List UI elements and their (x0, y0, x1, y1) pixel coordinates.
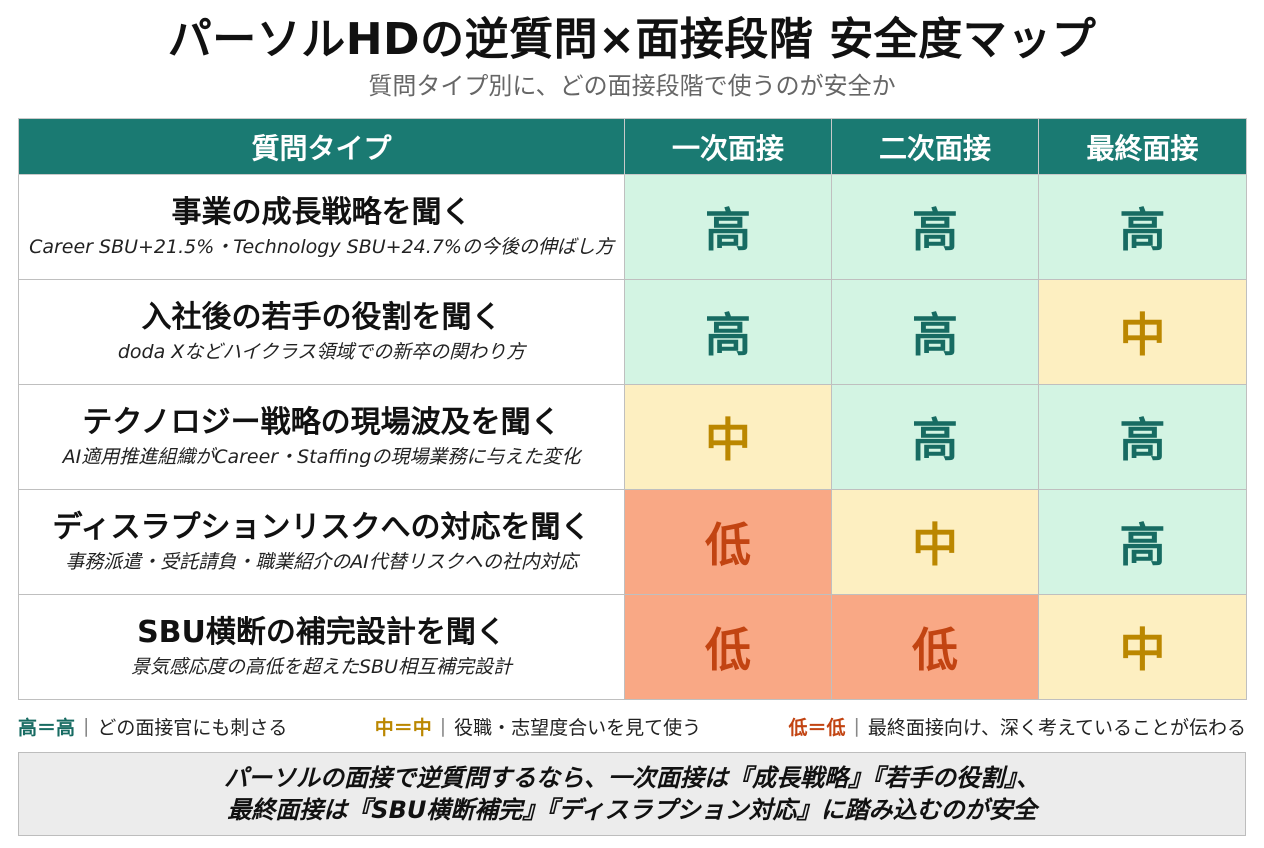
question-cell: SBU横断の補完設計を聞く 景気感応度の高低を超えたSBU相互補完設計 (18, 594, 625, 700)
question-title: ディスラプションリスクへの対応を聞く (52, 510, 591, 545)
table-row: テクノロジー戦略の現場波及を聞く AI適用推進組織がCareer・Staffin… (18, 384, 1247, 490)
header-question-type: 質問タイプ (18, 118, 625, 175)
question-detail: 景気感応度の高低を超えたSBU相互補完設計 (130, 656, 512, 678)
rating-second-interview: 高 (831, 384, 1039, 490)
rating-second-interview: 中 (831, 489, 1039, 595)
table-row: 入社後の若手の役割を聞く doda Xなどハイクラス領域での新卒の関わり方 高 … (18, 279, 1247, 385)
question-cell: 入社後の若手の役割を聞く doda Xなどハイクラス領域での新卒の関わり方 (18, 279, 625, 385)
table-row: 事業の成長戦略を聞く Career SBU+21.5%・Technology S… (18, 174, 1247, 280)
rating-second-interview: 低 (831, 594, 1039, 700)
rating-first-interview: 中 (624, 384, 832, 490)
safety-map-table: 質問タイプ 一次面接 二次面接 最終面接 事業の成長戦略を聞く Career S… (18, 118, 1247, 700)
question-title: SBU横断の補完設計を聞く (137, 615, 506, 650)
legend-key-mid: 中＝中 (374, 716, 432, 739)
question-title: 事業の成長戦略を聞く (171, 195, 472, 230)
summary-box: パーソルの面接で逆質問するなら、一次面接は『成長戦略』『若手の役割』、 最終面接… (18, 752, 1246, 836)
legend-item-low: 低＝低 | 最終面接向け、深く考えていることが伝わる (788, 713, 1246, 740)
legend-separator: | (439, 715, 447, 737)
legend: 高＝高 | どの面接官にも刺さる 中＝中 | 役職・志望度合いを見て使う 低＝低… (18, 708, 1246, 744)
question-title: テクノロジー戦略の現場波及を聞く (82, 405, 561, 440)
rating-final-interview: 高 (1038, 489, 1247, 595)
table-header-row: 質問タイプ 一次面接 二次面接 最終面接 (18, 118, 1247, 175)
question-detail: AI適用推進組織がCareer・Staffingの現場業務に与えた変化 (62, 446, 581, 468)
legend-separator: | (83, 715, 90, 737)
table-row: SBU横断の補完設計を聞く 景気感応度の高低を超えたSBU相互補完設計 低 低 … (18, 594, 1247, 700)
legend-desc-high: どの面接官にも刺さる (97, 716, 288, 739)
rating-first-interview: 低 (624, 489, 832, 595)
page-subtitle: 質問タイプ別に、どの面接段階で使うのが安全か (368, 72, 896, 100)
legend-desc-mid: 役職・志望度合いを見て使う (454, 716, 702, 739)
summary-line-1: パーソルの面接で逆質問するなら、一次面接は『成長戦略』『若手の役割』、 (224, 764, 1040, 792)
legend-key-low: 低＝低 (788, 716, 846, 739)
rating-final-interview: 中 (1038, 279, 1247, 385)
question-cell: ディスラプションリスクへの対応を聞く 事務派遣・受託請負・職業紹介のAI代替リス… (18, 489, 625, 595)
legend-separator: | (853, 715, 860, 737)
rating-second-interview: 高 (831, 279, 1039, 385)
rating-second-interview: 高 (831, 174, 1039, 280)
question-title: 入社後の若手の役割を聞く (141, 300, 502, 335)
rating-first-interview: 低 (624, 594, 832, 700)
header-second-interview: 二次面接 (831, 118, 1039, 175)
question-detail: 事務派遣・受託請負・職業紹介のAI代替リスクへの社内対応 (65, 551, 578, 573)
question-detail: Career SBU+21.5%・Technology SBU+24.7%の今後… (29, 236, 614, 258)
rating-final-interview: 高 (1038, 174, 1247, 280)
legend-item-high: 高＝高 | どの面接官にも刺さる (18, 713, 287, 740)
legend-key-high: 高＝高 (18, 716, 76, 739)
question-cell: 事業の成長戦略を聞く Career SBU+21.5%・Technology S… (18, 174, 625, 280)
question-detail: doda Xなどハイクラス領域での新卒の関わり方 (117, 341, 526, 363)
table-row: ディスラプションリスクへの対応を聞く 事務派遣・受託請負・職業紹介のAI代替リス… (18, 489, 1247, 595)
question-cell: テクノロジー戦略の現場波及を聞く AI適用推進組織がCareer・Staffin… (18, 384, 625, 490)
rating-first-interview: 高 (624, 174, 832, 280)
rating-first-interview: 高 (624, 279, 832, 385)
rating-final-interview: 高 (1038, 384, 1247, 490)
header-final-interview: 最終面接 (1038, 118, 1247, 175)
summary-line-2: 最終面接は『SBU横断補完』『ディスラプション対応』に踏み込むのが安全 (227, 796, 1037, 824)
legend-item-mid: 中＝中 | 役職・志望度合いを見て使う (375, 713, 701, 740)
page-title: パーソルHDの逆質問×面接段階 安全度マップ (167, 14, 1097, 65)
rating-final-interview: 中 (1038, 594, 1247, 700)
header-first-interview: 一次面接 (624, 118, 832, 175)
legend-desc-low: 最終面接向け、深く考えていることが伝わる (867, 716, 1246, 739)
